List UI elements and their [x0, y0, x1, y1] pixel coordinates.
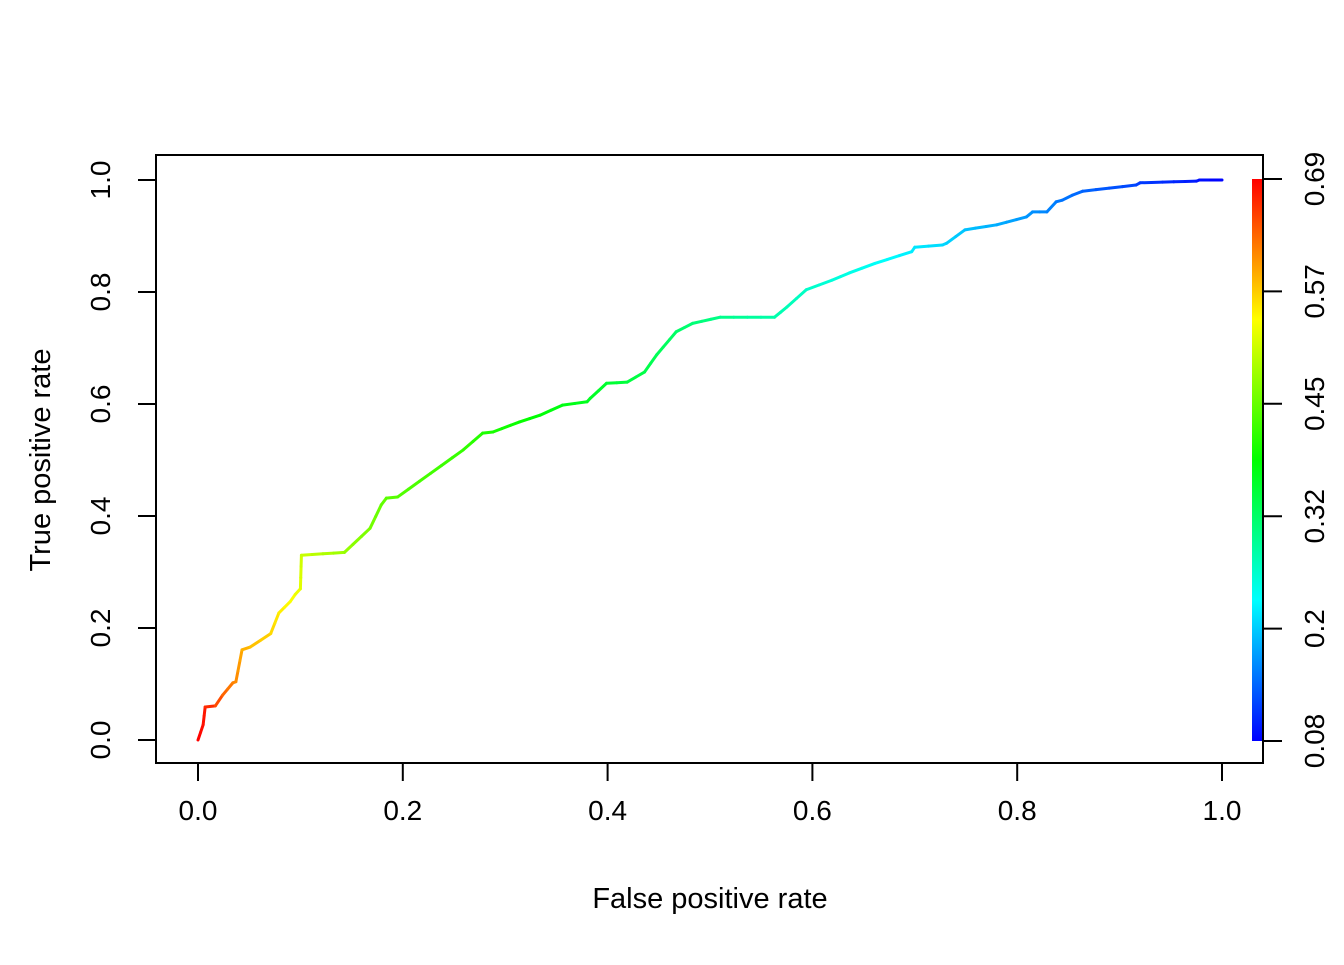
colorbar	[1252, 179, 1263, 741]
y-tick-label: 0.6	[85, 385, 116, 424]
roc-curve-segment	[250, 640, 260, 647]
roc-curve-segment	[520, 419, 530, 422]
colorbar-tick-label: 0.69	[1299, 152, 1330, 207]
colorbar-tick-label: 0.57	[1299, 264, 1330, 319]
roc-curve-segment	[1096, 188, 1109, 190]
x-tick-label: 1.0	[1203, 795, 1242, 826]
roc-curve-segment	[986, 225, 997, 227]
y-tick-label: 0.4	[85, 497, 116, 536]
x-tick-label: 0.0	[179, 795, 218, 826]
roc-curve-segment	[275, 613, 279, 623]
y-tick-label: 0.8	[85, 273, 116, 312]
roc-curve-segment	[409, 481, 420, 489]
roc-curve-segment	[473, 433, 483, 441]
roc-curve-segment	[1007, 220, 1017, 223]
roc-curve-segment	[636, 372, 645, 377]
roc-curve-segment	[215, 695, 222, 706]
roc-curve-segment	[956, 230, 965, 237]
roc-curve-segment	[323, 553, 334, 554]
roc-curve-segment	[617, 382, 627, 383]
colorbar-tick-label: 0.32	[1299, 489, 1330, 544]
roc-curve-segment	[976, 226, 987, 228]
roc-curve-segment	[530, 415, 540, 418]
x-tick-label: 0.8	[998, 795, 1037, 826]
roc-curve-segment	[819, 280, 832, 285]
roc-curve-segment	[441, 458, 452, 466]
roc-curve-segment	[452, 450, 463, 458]
roc-curve-segment	[929, 245, 943, 246]
roc-curve-segment	[806, 285, 819, 290]
x-axis-title: False positive rate	[592, 883, 827, 915]
roc-curve	[198, 180, 1222, 740]
y-tick-label: 0.0	[85, 721, 116, 760]
colorbar-tick-label: 0.08	[1299, 714, 1330, 769]
roc-curve-segment	[430, 466, 441, 474]
y-tick-label: 0.2	[85, 609, 116, 648]
roc-curve-segment	[398, 489, 409, 497]
roc-curve-segment	[312, 554, 323, 555]
roc-curve-segment	[271, 623, 275, 633]
colorbar-axis: 0.69 0.57 0.45 0.32 0.2 0.08	[1263, 152, 1330, 769]
roc-curve-segment	[334, 552, 345, 553]
roc-curve-segment	[483, 432, 493, 433]
roc-curve-segment	[370, 517, 376, 529]
roc-curve-segment	[797, 290, 807, 299]
y-axis-title: True positive rate	[25, 349, 57, 572]
roc-curve-segment	[301, 555, 312, 556]
y-tick-label: 1.0	[85, 161, 116, 200]
roc-curve-segment	[1123, 185, 1136, 187]
x-tick-label: 0.6	[793, 795, 832, 826]
roc-curve-segment	[915, 246, 929, 247]
roc-curve-segment	[670, 332, 676, 340]
roc-curve-segment	[575, 402, 587, 404]
roc-curve-segment	[862, 263, 875, 268]
roc-curve-segment	[344, 544, 353, 552]
roc-curve-segment	[849, 268, 862, 273]
roc-curve-segment	[386, 497, 397, 498]
colorbar-tick-label: 0.45	[1299, 377, 1330, 432]
roc-curve-segment	[590, 391, 598, 399]
roc-curve-segment	[663, 339, 669, 347]
roc-curve-segment	[1083, 190, 1096, 192]
roc-curve-segment	[1062, 195, 1072, 200]
roc-curve-segment	[651, 355, 657, 364]
roc-curve-segment	[540, 410, 551, 415]
roc-curve-segment	[238, 660, 240, 671]
roc-curve-segment	[607, 383, 617, 384]
roc-curve-segment	[787, 298, 797, 307]
roc-curve-segment	[1072, 191, 1082, 195]
roc-curve-segment	[376, 505, 382, 517]
roc-curve-segment	[260, 634, 270, 641]
roc-curve-segment	[965, 228, 976, 230]
roc-curve-segment	[551, 405, 562, 410]
x-tick-label: 0.4	[588, 795, 627, 826]
roc-curve-segment	[997, 222, 1007, 225]
roc-curve-segment	[1109, 187, 1122, 189]
roc-curve-segment	[236, 671, 238, 682]
roc-curve-segment	[240, 650, 242, 661]
roc-curve-segment	[1047, 202, 1056, 212]
colorbar-tick-label: 0.2	[1299, 609, 1330, 648]
roc-curve-segment	[875, 260, 887, 264]
roc-curve-segment	[899, 252, 911, 256]
roc-curve-segment	[598, 383, 606, 391]
roc-curve-segment	[563, 403, 575, 405]
roc-curve-segment	[947, 237, 956, 244]
roc-curve-segment	[627, 377, 636, 382]
x-tick-label: 0.2	[383, 795, 422, 826]
roc-curve-segment	[353, 536, 362, 544]
y-axis: 0.0 0.2 0.4 0.6 0.8 1.0	[85, 161, 156, 760]
roc-curve-segment	[644, 363, 650, 372]
roc-curve-segment	[361, 528, 370, 536]
plot-box	[156, 155, 1263, 763]
x-axis: 0.0 0.2 0.4 0.6 0.8 1.0	[179, 763, 1242, 826]
roc-curve-segment	[887, 256, 899, 260]
roc-curve-segment	[420, 473, 431, 481]
roc-curve-segment	[463, 442, 473, 450]
roc-curve-segment	[657, 347, 663, 355]
roc-curve-segment	[205, 706, 215, 707]
roc-curve-segment	[1017, 217, 1027, 220]
